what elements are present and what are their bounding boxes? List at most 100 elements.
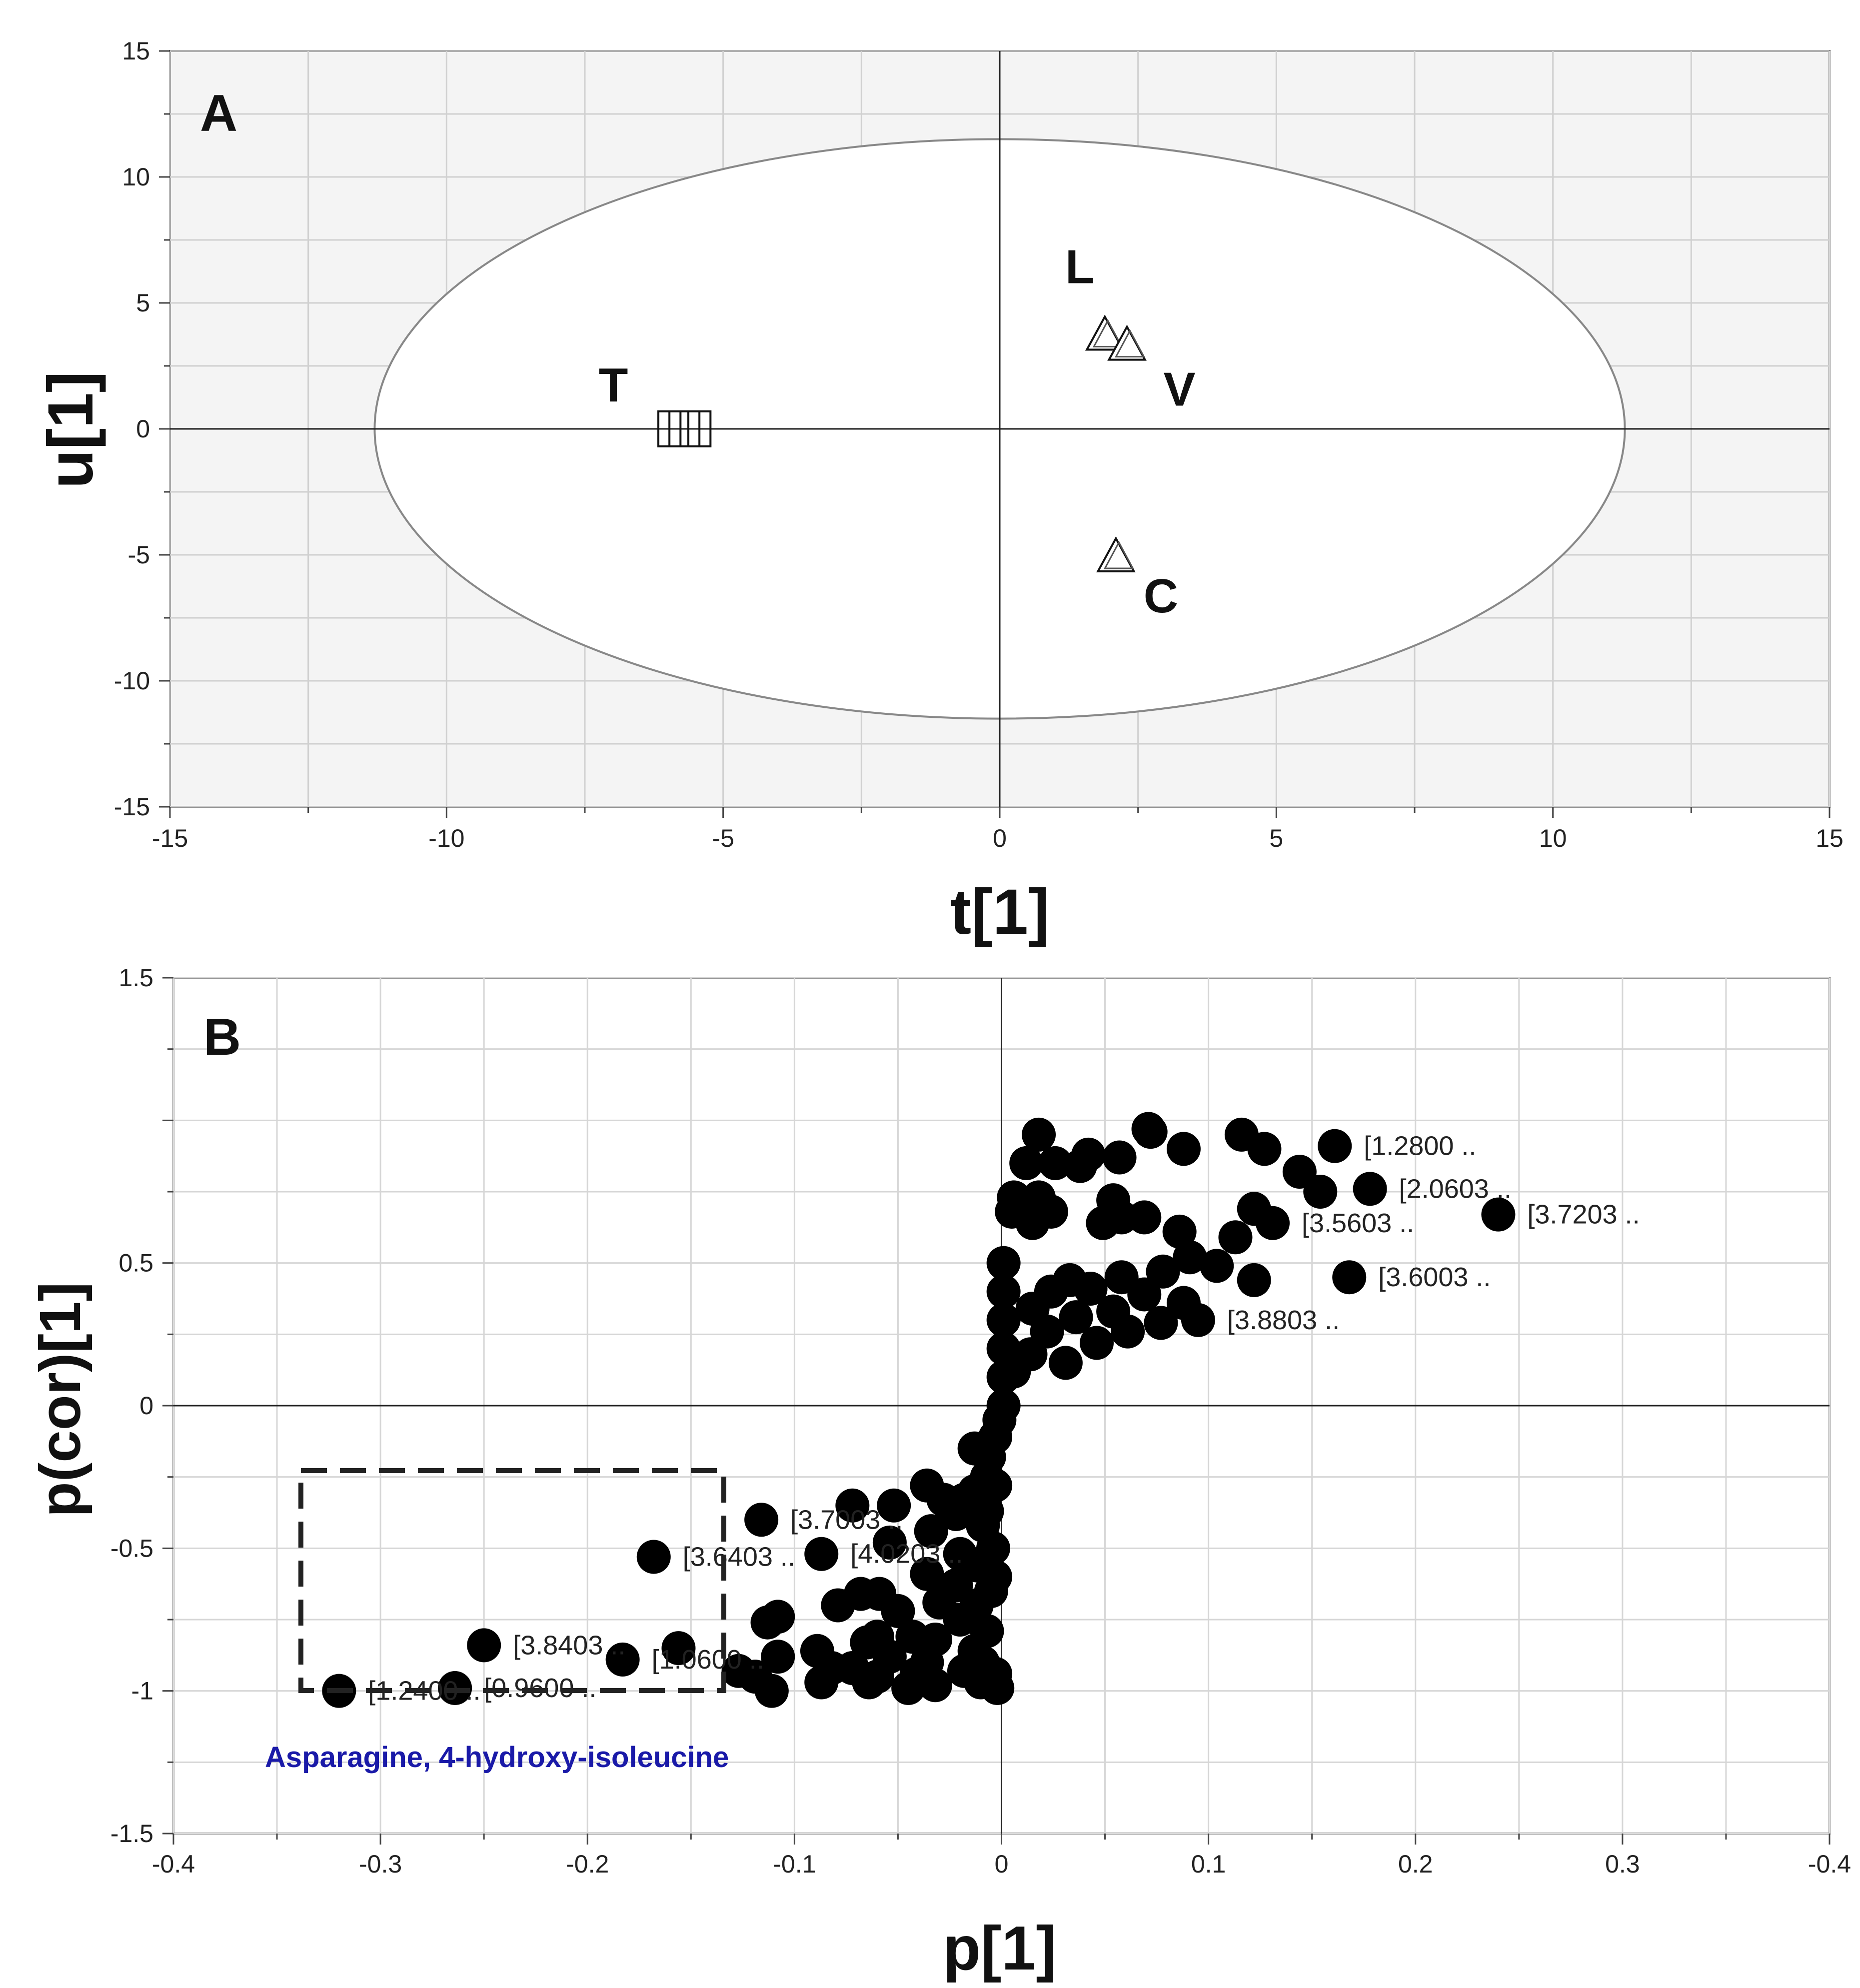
point-label: [1.0600 .. — [652, 1645, 764, 1675]
point-label: [3.7203 .. — [1527, 1200, 1640, 1230]
x-tick-label: -0.4 — [1808, 1850, 1851, 1878]
labeled-loading-point — [438, 1671, 472, 1705]
y-tick-label: -15 — [114, 793, 150, 821]
loading-point — [1200, 1249, 1234, 1283]
loading-point — [1237, 1263, 1271, 1297]
y-tick-label: 5 — [136, 289, 150, 317]
loading-point — [910, 1557, 944, 1591]
panel-b-x-axis-title: p[1] — [943, 1914, 1056, 1983]
x-tick-label: 0 — [995, 1850, 1009, 1878]
loading-point — [1059, 1300, 1093, 1335]
square-marker — [679, 410, 712, 447]
loading-point — [1063, 1149, 1097, 1183]
y-tick-label: -5 — [128, 541, 150, 569]
loading-point — [1079, 1326, 1114, 1360]
x-tick-label: -0.4 — [152, 1850, 195, 1878]
loading-point — [761, 1640, 795, 1674]
x-tick-label: -0.2 — [566, 1850, 609, 1878]
loading-point — [943, 1603, 977, 1637]
loading-point — [1102, 1140, 1137, 1175]
y-tick-label: 0 — [136, 415, 150, 443]
loading-point — [881, 1594, 915, 1628]
group-label-c: C — [1144, 569, 1178, 623]
labeled-loading-point — [1481, 1197, 1516, 1232]
labeled-loading-point — [1318, 1129, 1352, 1163]
loading-point — [1144, 1306, 1178, 1340]
panel-b-point-labels: [1.2400 .. [0.9600 ..[3.8403 ..[3.6403 ..… — [368, 1131, 1640, 1706]
loading-point — [986, 1331, 1021, 1366]
x-tick-label: 10 — [1539, 824, 1567, 852]
point-label: [3.7003 .. — [790, 1505, 903, 1535]
loading-point — [986, 1246, 1021, 1280]
x-tick-label: -15 — [152, 824, 188, 852]
x-tick-label: -5 — [712, 824, 734, 852]
panel-b: -0.4 -0.3 -0.2 -0.1 0 0.1 0.2 0.3 -0.4 1.5 0.5 0 -0.… — [27, 964, 1851, 1983]
loading-point — [1146, 1254, 1180, 1289]
loading-point — [957, 1431, 992, 1466]
point-label: [3.8803 .. — [1227, 1305, 1340, 1335]
labeled-loading-point — [1332, 1260, 1367, 1295]
loading-point — [891, 1671, 926, 1705]
group-label-l: L — [1065, 240, 1095, 294]
loading-point — [754, 1674, 789, 1708]
point-label: [3.6403 .. — [683, 1542, 795, 1572]
loading-point — [914, 1514, 948, 1549]
y-tick-label: 15 — [122, 37, 150, 65]
highlight-annotation: Asparagine, 4-hydroxy-isoleucine — [265, 1741, 729, 1774]
panel-a-ticks: -15 -10 -5 0 5 10 15 15 10 5 0 -5 -10 -15 — [114, 37, 1844, 852]
x-tick-label: 15 — [1816, 824, 1844, 852]
loading-point — [1038, 1146, 1073, 1180]
loading-point — [1218, 1220, 1253, 1255]
labeled-loading-point — [1353, 1172, 1387, 1206]
loading-point — [1086, 1206, 1120, 1240]
loading-point — [918, 1668, 952, 1703]
point-label: [4.0203 .. — [850, 1539, 963, 1569]
panel-b-y-axis-title: p(cor)[1] — [27, 1282, 92, 1517]
panel-a: -15 -10 -5 0 5 10 15 15 10 5 0 -5 -10 -15 T L V C A t[1]… — [35, 37, 1844, 948]
point-label: [1.2800 .. — [1364, 1131, 1476, 1161]
y-tick-label: 0.5 — [118, 1249, 153, 1277]
y-tick-label: -1.5 — [110, 1820, 153, 1848]
y-tick-label: -10 — [114, 667, 150, 695]
y-tick-label: 10 — [122, 163, 150, 191]
loading-point — [986, 1274, 1021, 1309]
panel-a-group-labels: T L V C — [599, 240, 1196, 623]
loading-point — [1303, 1175, 1338, 1209]
loading-point — [1162, 1214, 1197, 1249]
loading-point — [1015, 1206, 1050, 1240]
labeled-loading-point — [804, 1537, 839, 1571]
group-label-v: V — [1164, 363, 1196, 416]
loading-point — [1127, 1277, 1162, 1312]
x-tick-label: 0.1 — [1191, 1850, 1226, 1878]
loading-point — [852, 1665, 886, 1700]
y-tick-label: 1.5 — [118, 964, 153, 992]
loading-point — [1009, 1146, 1044, 1180]
panel-a-letter: A — [200, 84, 237, 142]
panel-a-x-axis-title: t[1] — [950, 876, 1049, 948]
labeled-loading-point — [1181, 1303, 1215, 1337]
panel-b-points — [322, 1112, 1516, 1708]
loading-point — [1133, 1115, 1168, 1149]
panel-a-y-axis-title: u[1] — [35, 371, 106, 489]
loading-point — [1022, 1117, 1056, 1152]
point-label: [3.6003 .. — [1378, 1262, 1491, 1292]
loading-point — [872, 1525, 907, 1560]
labeled-loading-point — [744, 1503, 779, 1537]
labeled-loading-point — [605, 1642, 640, 1677]
loading-point — [821, 1588, 855, 1623]
group-label-t: T — [599, 358, 628, 412]
x-tick-label: 0.3 — [1605, 1850, 1640, 1878]
point-label: [3.5603 .. — [1302, 1208, 1414, 1238]
panel-b-letter: B — [203, 1008, 241, 1066]
loading-point — [1111, 1314, 1145, 1349]
triangle-marker-shadow — [1103, 540, 1134, 569]
loading-point — [980, 1671, 1015, 1705]
labeled-loading-point — [636, 1540, 671, 1574]
panel-b-ticks: -0.4 -0.3 -0.2 -0.1 0 0.1 0.2 0.3 -0.4 1.5 0.5 0 -0.… — [110, 964, 1851, 1878]
point-label: [0.9600 .. — [484, 1673, 596, 1703]
triangle-marker-shadow — [1092, 319, 1123, 348]
x-tick-label: 0 — [993, 824, 1007, 852]
y-tick-label: -1 — [131, 1677, 153, 1705]
loading-point — [986, 1360, 1021, 1394]
